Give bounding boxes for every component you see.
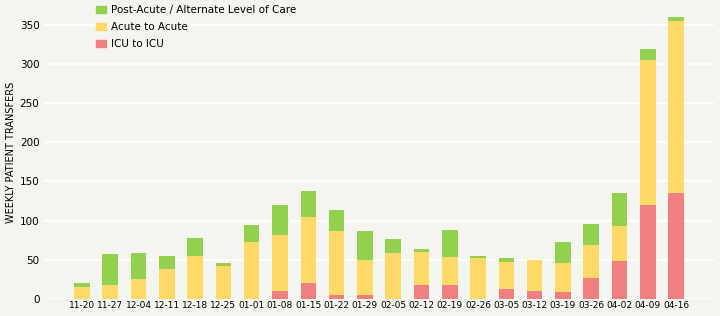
- Bar: [357, 295, 373, 299]
- Bar: [131, 253, 146, 279]
- Bar: [612, 193, 627, 226]
- Bar: [612, 261, 627, 299]
- Bar: [102, 254, 118, 285]
- Bar: [300, 283, 316, 299]
- Bar: [640, 205, 656, 299]
- Bar: [215, 266, 231, 299]
- Legend: Post-Acute / Alternate Level of Care, Acute to Acute, ICU to ICU: Post-Acute / Alternate Level of Care, Ac…: [96, 5, 297, 50]
- Bar: [583, 277, 599, 299]
- Bar: [244, 225, 259, 242]
- Bar: [329, 295, 344, 299]
- Bar: [583, 245, 599, 277]
- Bar: [272, 291, 288, 299]
- Bar: [442, 230, 458, 257]
- Bar: [442, 285, 458, 299]
- Bar: [159, 269, 174, 299]
- Bar: [329, 210, 344, 231]
- Bar: [74, 283, 90, 287]
- Bar: [272, 234, 288, 291]
- Bar: [385, 239, 401, 253]
- Bar: [357, 259, 373, 295]
- Bar: [272, 205, 288, 234]
- Bar: [668, 17, 684, 21]
- Bar: [640, 49, 656, 60]
- Bar: [187, 256, 203, 299]
- Bar: [300, 216, 316, 283]
- Bar: [187, 239, 203, 256]
- Bar: [244, 242, 259, 299]
- Bar: [329, 231, 344, 295]
- Bar: [668, 193, 684, 299]
- Bar: [527, 259, 542, 291]
- Bar: [640, 60, 656, 205]
- Bar: [159, 256, 174, 269]
- Bar: [527, 291, 542, 299]
- Bar: [414, 285, 429, 299]
- Bar: [102, 285, 118, 299]
- Bar: [583, 224, 599, 245]
- Bar: [470, 256, 486, 258]
- Bar: [499, 289, 514, 299]
- Bar: [414, 252, 429, 285]
- Y-axis label: WEEKLY PATIENT TRANSFERS: WEEKLY PATIENT TRANSFERS: [6, 82, 16, 223]
- Bar: [74, 287, 90, 299]
- Bar: [442, 257, 458, 285]
- Bar: [499, 262, 514, 289]
- Bar: [385, 253, 401, 299]
- Bar: [215, 264, 231, 266]
- Bar: [612, 226, 627, 261]
- Bar: [470, 258, 486, 299]
- Bar: [668, 21, 684, 193]
- Bar: [555, 242, 571, 263]
- Bar: [357, 231, 373, 259]
- Bar: [555, 263, 571, 292]
- Bar: [300, 191, 316, 216]
- Bar: [555, 292, 571, 299]
- Bar: [499, 258, 514, 262]
- Bar: [414, 249, 429, 252]
- Bar: [131, 279, 146, 299]
